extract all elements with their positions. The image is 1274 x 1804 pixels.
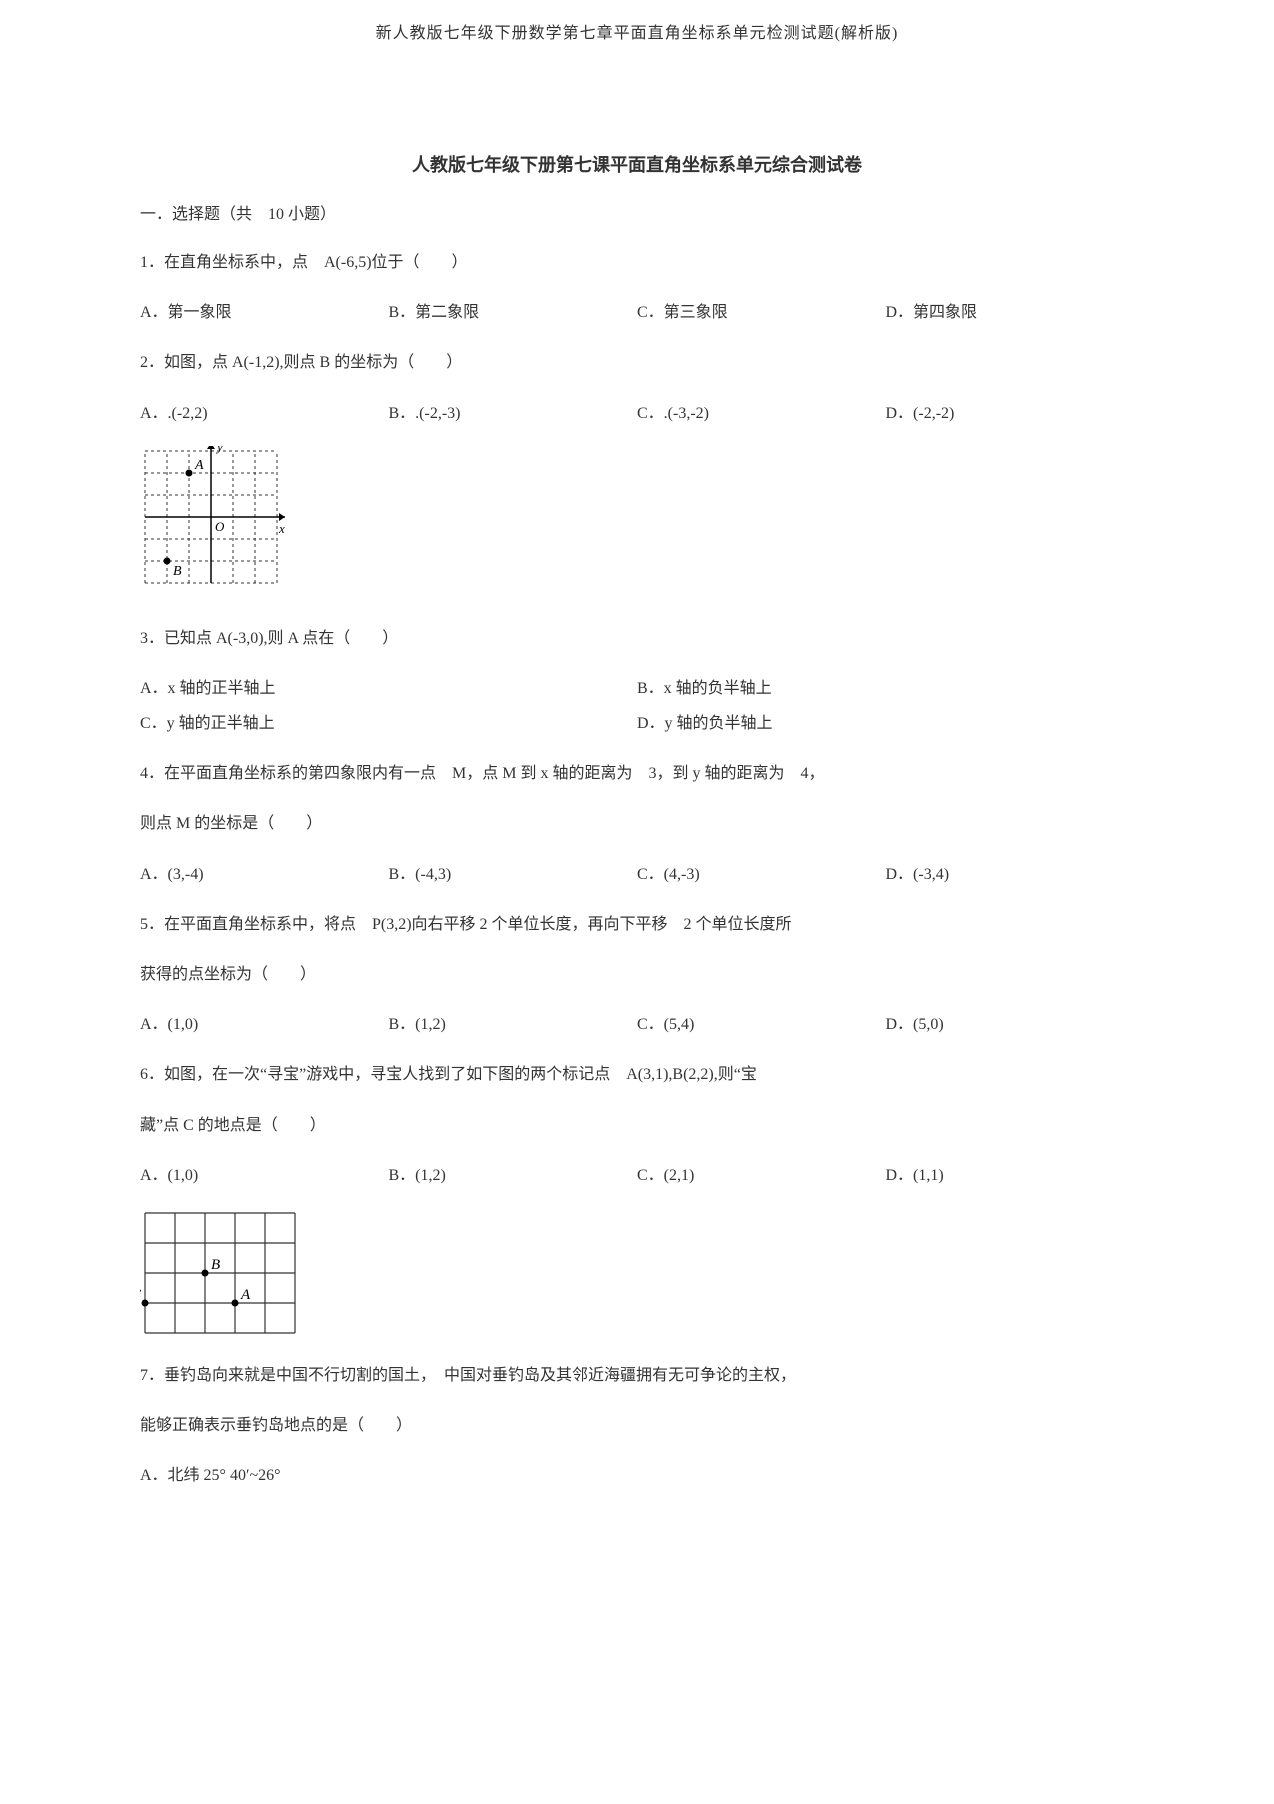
option-b: B．.(-2,-3) bbox=[389, 396, 638, 431]
question-6-options: A．(1,0) B．(1,2) C．(2,1) D．(1,1) bbox=[140, 1158, 1134, 1193]
option-b: B．第二象限 bbox=[389, 295, 638, 330]
question-4-line1: 4．在平面直角坐标系的第四象限内有一点 M，点 M 到 x 轴的距离为 3，到 … bbox=[140, 756, 1134, 791]
option-a: A．.(-2,2) bbox=[140, 396, 389, 431]
question-2: 2．如图，点 A(-1,2),则点 B 的坐标为（ ） bbox=[140, 345, 1134, 380]
svg-text:B: B bbox=[211, 1257, 220, 1273]
option-d: D．(-2,-2) bbox=[886, 396, 1135, 431]
page-header: 新人教版七年级下册数学第七章平面直角坐标系单元检测试题(解析版) bbox=[140, 20, 1134, 49]
option-a: A．x 轴的正半轴上 bbox=[140, 671, 637, 706]
option-d: D．第四象限 bbox=[886, 295, 1135, 330]
question-3: 3．已知点 A(-3,0),则 A 点在（ ） bbox=[140, 621, 1134, 656]
question-4-line2: 则点 M 的坐标是（ ） bbox=[140, 806, 1134, 841]
option-a: A．第一象限 bbox=[140, 295, 389, 330]
svg-text:O: O bbox=[215, 519, 225, 534]
option-a: A．(3,-4) bbox=[140, 857, 389, 892]
question-7-option-a: A．北纬 25° 40′~26° bbox=[140, 1458, 1134, 1493]
svg-text:A: A bbox=[194, 458, 204, 473]
question-7-line2: 能够正确表示垂钓岛地点的是（ ） bbox=[140, 1408, 1134, 1443]
option-d: D．(1,1) bbox=[886, 1158, 1135, 1193]
option-c: C．(2,1) bbox=[637, 1158, 886, 1193]
question-1-options: A．第一象限 B．第二象限 C．第三象限 D．第四象限 bbox=[140, 295, 1134, 330]
svg-text:B: B bbox=[173, 564, 182, 579]
question-4-options: A．(3,-4) B．(-4,3) C．(4,-3) D．(-3,4) bbox=[140, 857, 1134, 892]
option-d: D．(-3,4) bbox=[886, 857, 1135, 892]
question-6-line1: 6．如图，在一次“寻宝”游戏中，寻宝人找到了如下图的两个标记点 A(3,1),B… bbox=[140, 1057, 1134, 1092]
option-d: D．(5,0) bbox=[886, 1007, 1135, 1042]
option-b: B．x 轴的负半轴上 bbox=[637, 671, 1134, 706]
question-5-line2: 获得的点坐标为（ ） bbox=[140, 957, 1134, 992]
question-6-line2: 藏”点 C 的地点是（ ） bbox=[140, 1108, 1134, 1143]
svg-text:A: A bbox=[240, 1287, 251, 1303]
figure-2: A B C bbox=[140, 1208, 1134, 1338]
section-heading: 一．选择题（共 10 小题） bbox=[140, 201, 1134, 230]
option-d: D．y 轴的负半轴上 bbox=[637, 706, 1134, 741]
option-a: A．(1,0) bbox=[140, 1007, 389, 1042]
figure-1: A B Ox y bbox=[140, 446, 1134, 601]
question-5-options: A．(1,0) B．(1,2) C．(5,4) D．(5,0) bbox=[140, 1007, 1134, 1042]
question-1: 1．在直角坐标系中，点 A(-6,5)位于（ ） bbox=[140, 245, 1134, 280]
question-5-line1: 5．在平面直角坐标系中，将点 P(3,2)向右平移 2 个单位长度，再向下平移 … bbox=[140, 907, 1134, 942]
option-b: B．(1,2) bbox=[389, 1007, 638, 1042]
grid-map-icon: A B C bbox=[140, 1208, 300, 1338]
option-c: C．.(-3,-2) bbox=[637, 396, 886, 431]
option-a: A．(1,0) bbox=[140, 1158, 389, 1193]
main-title: 人教版七年级下册第七课平面直角坐标系单元综合测试卷 bbox=[140, 149, 1134, 181]
question-2-options: A．.(-2,2) B．.(-2,-3) C．.(-3,-2) D．(-2,-2… bbox=[140, 396, 1134, 431]
option-b: B．(1,2) bbox=[389, 1158, 638, 1193]
option-c: C．y 轴的正半轴上 bbox=[140, 706, 637, 741]
option-c: C．(4,-3) bbox=[637, 857, 886, 892]
question-7-line1: 7．垂钓岛向来就是中国不行切割的国土， 中国对垂钓岛及其邻近海疆拥有无可争论的主… bbox=[140, 1358, 1134, 1393]
svg-text:x: x bbox=[278, 521, 285, 536]
option-c: C．第三象限 bbox=[637, 295, 886, 330]
svg-text:y: y bbox=[215, 446, 223, 454]
option-c: C．(5,4) bbox=[637, 1007, 886, 1042]
coordinate-grid-icon: A B Ox y bbox=[140, 446, 300, 601]
question-3-options: A．x 轴的正半轴上 B．x 轴的负半轴上 C．y 轴的正半轴上 D．y 轴的负… bbox=[140, 671, 1134, 741]
option-b: B．(-4,3) bbox=[389, 857, 638, 892]
svg-text:C: C bbox=[140, 1287, 142, 1303]
